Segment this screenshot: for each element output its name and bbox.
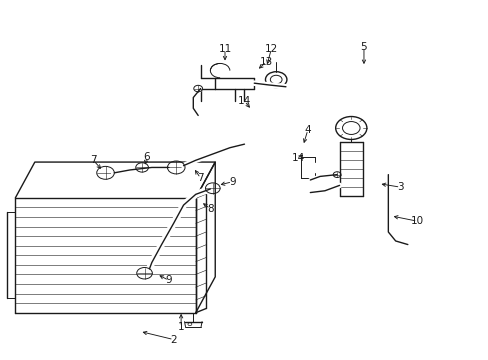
Text: 8: 8 <box>206 204 213 214</box>
Text: 13: 13 <box>259 57 272 67</box>
Text: 9: 9 <box>165 275 172 285</box>
Text: 5: 5 <box>360 42 366 52</box>
Text: 14: 14 <box>237 96 251 106</box>
Text: 4: 4 <box>304 125 310 135</box>
Text: 2: 2 <box>170 334 177 345</box>
Text: 11: 11 <box>218 44 231 54</box>
Text: 1: 1 <box>178 322 184 332</box>
Text: 10: 10 <box>410 216 423 226</box>
Text: 3: 3 <box>396 182 403 192</box>
Text: 9: 9 <box>228 177 235 187</box>
Text: 14: 14 <box>291 153 304 163</box>
Text: 12: 12 <box>264 44 277 54</box>
Text: 7: 7 <box>90 155 97 165</box>
Text: 6: 6 <box>143 152 150 162</box>
Text: 7: 7 <box>197 173 203 183</box>
